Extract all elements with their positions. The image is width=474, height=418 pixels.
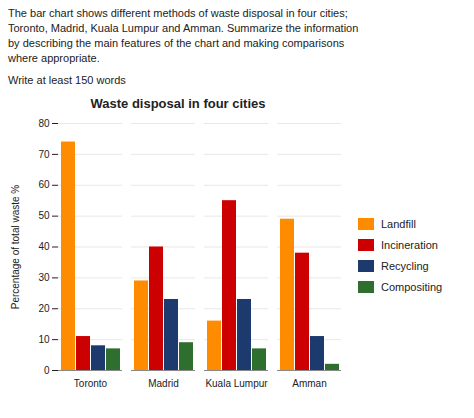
html-text:by describing the main feature: by describing the main features of the c…: [8, 37, 345, 49]
svg-text:Kuala Lumpur: Kuala Lumpur: [205, 378, 268, 389]
svg-text:0: 0: [44, 365, 50, 376]
html-text:Landfill: Landfill: [381, 218, 416, 230]
html-text:Incineration: Incineration: [381, 239, 438, 251]
svg-text:Percentage of total waste %: Percentage of total waste %: [10, 185, 21, 310]
svg-text:60: 60: [38, 179, 50, 190]
svg-text:70: 70: [38, 149, 50, 160]
svg-text:40: 40: [38, 241, 50, 252]
html-text:Waste disposal in four cities: Waste disposal in four cities: [90, 96, 266, 111]
html-text:Compositing: Compositing: [381, 281, 443, 293]
svg-text:50: 50: [38, 210, 50, 221]
svg-text:10: 10: [38, 334, 50, 345]
html-text:Toronto, Madrid, Kuala Lumpur: Toronto, Madrid, Kuala Lumpur and Amman.…: [8, 22, 359, 34]
html-text:The bar chart shows different: The bar chart shows different methods of…: [8, 7, 348, 19]
svg-text:30: 30: [38, 272, 50, 283]
svg-text:Madrid: Madrid: [148, 378, 179, 389]
svg-text:80: 80: [38, 118, 50, 129]
html-text:Write at least 150 words: Write at least 150 words: [8, 74, 126, 86]
svg-text:Toronto: Toronto: [74, 378, 108, 389]
html-text:where appropriate.: where appropriate.: [8, 52, 100, 64]
html-text:Recycling: Recycling: [381, 260, 429, 272]
svg-text:Amman: Amman: [292, 378, 326, 389]
svg-text:20: 20: [38, 303, 50, 314]
